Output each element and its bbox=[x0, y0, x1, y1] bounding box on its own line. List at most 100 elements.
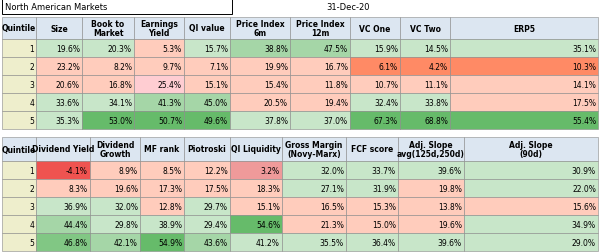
Bar bbox=[2, 58, 36, 76]
Bar bbox=[350, 40, 400, 58]
Text: 20.5%: 20.5% bbox=[264, 98, 288, 107]
Text: 5: 5 bbox=[29, 116, 34, 125]
Bar bbox=[134, 94, 184, 112]
Bar bbox=[36, 215, 90, 233]
Bar bbox=[230, 94, 290, 112]
Bar bbox=[2, 18, 36, 40]
Bar bbox=[230, 58, 290, 76]
Bar bbox=[2, 233, 36, 251]
Text: 38.9%: 38.9% bbox=[158, 220, 182, 229]
Bar bbox=[400, 40, 450, 58]
Text: 8.5%: 8.5% bbox=[163, 166, 182, 175]
Bar bbox=[398, 161, 464, 179]
Text: 19.6%: 19.6% bbox=[114, 184, 138, 193]
Text: 31.9%: 31.9% bbox=[372, 184, 396, 193]
Text: 5: 5 bbox=[29, 238, 34, 246]
Bar bbox=[184, 18, 230, 40]
Bar bbox=[140, 215, 184, 233]
Bar bbox=[36, 58, 82, 76]
Text: 49.6%: 49.6% bbox=[204, 116, 228, 125]
Bar bbox=[140, 137, 184, 161]
Text: 41.3%: 41.3% bbox=[158, 98, 182, 107]
Bar bbox=[282, 161, 346, 179]
Text: QI Liquidity: QI Liquidity bbox=[231, 145, 281, 154]
Text: 29.0%: 29.0% bbox=[572, 238, 596, 246]
Bar bbox=[2, 215, 36, 233]
Text: Size: Size bbox=[50, 24, 68, 33]
Bar bbox=[290, 40, 350, 58]
Bar bbox=[350, 76, 400, 94]
Bar bbox=[450, 18, 598, 40]
Bar bbox=[184, 215, 230, 233]
Text: Piotroski: Piotroski bbox=[188, 145, 226, 154]
Text: 39.6%: 39.6% bbox=[438, 238, 462, 246]
Text: 1: 1 bbox=[29, 44, 34, 53]
Bar bbox=[2, 112, 36, 130]
Bar bbox=[230, 112, 290, 130]
Text: Quintile: Quintile bbox=[2, 145, 36, 154]
Text: 37.8%: 37.8% bbox=[264, 116, 288, 125]
Text: 2: 2 bbox=[29, 62, 34, 71]
Bar bbox=[346, 215, 398, 233]
Text: VC Two: VC Two bbox=[409, 24, 440, 33]
Text: 3: 3 bbox=[29, 202, 34, 211]
Text: 50.7%: 50.7% bbox=[158, 116, 182, 125]
Text: 21.3%: 21.3% bbox=[320, 220, 344, 229]
Bar bbox=[36, 76, 82, 94]
Text: Price Index
6m: Price Index 6m bbox=[236, 20, 284, 38]
Bar bbox=[2, 40, 36, 58]
Text: 12.2%: 12.2% bbox=[204, 166, 228, 175]
Bar bbox=[2, 197, 36, 215]
Bar bbox=[400, 94, 450, 112]
Text: 32.0%: 32.0% bbox=[114, 202, 138, 211]
Text: 5.3%: 5.3% bbox=[163, 44, 182, 53]
Text: 15.3%: 15.3% bbox=[372, 202, 396, 211]
Bar bbox=[36, 18, 82, 40]
Bar bbox=[346, 179, 398, 197]
Bar bbox=[82, 18, 134, 40]
Bar bbox=[2, 94, 36, 112]
Text: 16.5%: 16.5% bbox=[320, 202, 344, 211]
Bar bbox=[36, 94, 82, 112]
Text: Adj. Slope
avg(125d,250d): Adj. Slope avg(125d,250d) bbox=[397, 140, 465, 159]
Text: 17.3%: 17.3% bbox=[158, 184, 182, 193]
Text: 3: 3 bbox=[29, 80, 34, 89]
Text: 19.6%: 19.6% bbox=[438, 220, 462, 229]
Bar bbox=[184, 58, 230, 76]
Text: 15.6%: 15.6% bbox=[572, 202, 596, 211]
Text: 18.3%: 18.3% bbox=[256, 184, 280, 193]
Text: Dividend Yield: Dividend Yield bbox=[32, 145, 94, 154]
Text: 39.6%: 39.6% bbox=[438, 166, 462, 175]
Bar bbox=[464, 233, 598, 251]
Text: 27.1%: 27.1% bbox=[320, 184, 344, 193]
Bar bbox=[90, 137, 140, 161]
Text: 42.1%: 42.1% bbox=[114, 238, 138, 246]
Bar bbox=[36, 233, 90, 251]
Bar bbox=[2, 161, 36, 179]
Bar bbox=[134, 76, 184, 94]
Bar bbox=[282, 179, 346, 197]
Text: 19.8%: 19.8% bbox=[438, 184, 462, 193]
Text: 14.5%: 14.5% bbox=[424, 44, 448, 53]
Text: 31-Dec-20: 31-Dec-20 bbox=[326, 3, 370, 12]
Bar bbox=[90, 179, 140, 197]
Text: Price Index
12m: Price Index 12m bbox=[296, 20, 344, 38]
Text: 35.5%: 35.5% bbox=[320, 238, 344, 246]
Bar bbox=[464, 215, 598, 233]
Text: -4.1%: -4.1% bbox=[66, 166, 88, 175]
Bar bbox=[82, 40, 134, 58]
Bar bbox=[400, 58, 450, 76]
Bar bbox=[400, 18, 450, 40]
Bar bbox=[464, 179, 598, 197]
Bar bbox=[290, 18, 350, 40]
Bar bbox=[90, 233, 140, 251]
Text: 16.8%: 16.8% bbox=[108, 80, 132, 89]
Text: 29.7%: 29.7% bbox=[204, 202, 228, 211]
Bar bbox=[398, 215, 464, 233]
Bar bbox=[230, 161, 282, 179]
Text: 33.8%: 33.8% bbox=[424, 98, 448, 107]
Bar bbox=[36, 40, 82, 58]
Bar bbox=[140, 197, 184, 215]
Bar bbox=[230, 40, 290, 58]
Text: 46.8%: 46.8% bbox=[64, 238, 88, 246]
